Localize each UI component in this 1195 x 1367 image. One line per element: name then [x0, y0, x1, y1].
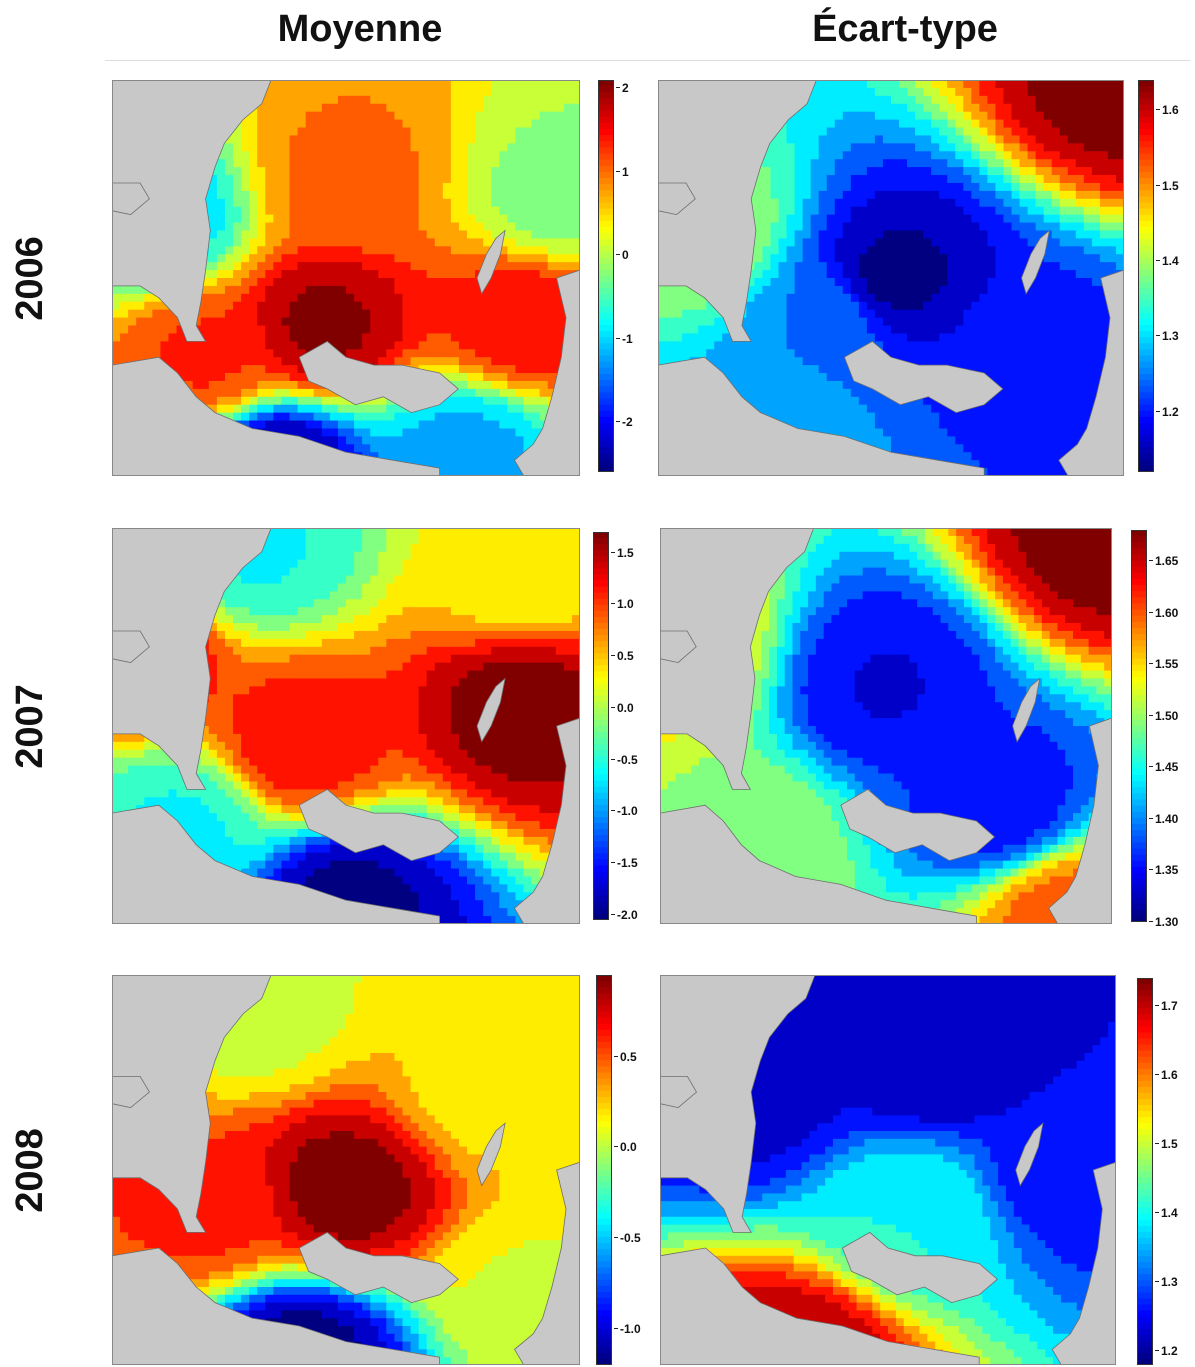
- colorbar-2006-std: 1.6 1.5 1.4 1.3 1.2: [1138, 80, 1179, 472]
- colorbar-tick-label: 1.4: [1156, 253, 1179, 268]
- colorbar-tick-label: -0.5: [611, 752, 638, 767]
- colorbar-gradient: [596, 975, 612, 1365]
- colorbar-tick-label: -1.0: [614, 1321, 641, 1336]
- colorbar-tick-label: 0.5: [611, 649, 634, 664]
- land-mask: [658, 80, 1124, 476]
- colorbar-tick-label: -1: [616, 331, 633, 346]
- colorbar-tick-label: 1.2: [1156, 404, 1179, 419]
- row-label-2007: 2007: [8, 683, 51, 769]
- colorbar-tick-label: 1.3: [1156, 329, 1179, 344]
- colorbar-2006-mean: 2 1 0 -1 -2: [598, 80, 633, 472]
- colorbar-tick-label: 0: [616, 248, 629, 263]
- colorbar-tick-label: 0.5: [614, 1049, 637, 1064]
- colorbar-tick-label: 1.40: [1148, 811, 1179, 826]
- map-panel-2008-mean: [112, 975, 580, 1365]
- colorbar-tick-label: 1.6: [1155, 1067, 1178, 1082]
- colorbar-tick-label: 1.6: [1156, 103, 1179, 118]
- map-panel-2006-mean: [112, 80, 580, 476]
- map-panel-2008-std: [660, 975, 1116, 1365]
- column-title-std: Écart-type: [812, 8, 998, 50]
- colorbar-2008-std: 1.7 1.6 1.5 1.4 1.3 1.2: [1137, 978, 1178, 1365]
- column-title-mean: Moyenne: [277, 8, 443, 50]
- header-divider: [105, 60, 1190, 61]
- heatmap-svg: [660, 528, 1112, 924]
- colorbar-tick-label: 1.65: [1148, 553, 1179, 568]
- colorbar-gradient: [593, 532, 609, 920]
- colorbar-tick-label: 1: [616, 164, 629, 179]
- land-mask: [112, 528, 580, 924]
- map-panel-2007-std: [660, 528, 1112, 924]
- land-mask: [660, 975, 1116, 1365]
- colorbar-tick-label: 1.45: [1148, 760, 1179, 775]
- colorbar-tick-label: 1.60: [1148, 605, 1179, 620]
- colorbar-tick-label: 1.30: [1148, 915, 1179, 929]
- colorbar-gradient: [598, 80, 614, 472]
- land-mask: [660, 528, 1112, 924]
- map-panel-2007-mean: [112, 528, 580, 924]
- colorbar-tick-label: -0.5: [614, 1231, 641, 1246]
- heatmap-svg: [112, 975, 580, 1365]
- colorbar-tick-label: 1.7: [1155, 998, 1178, 1013]
- colorbar-tick-label: 0.0: [614, 1140, 637, 1155]
- colorbar-tick-label: 1.3: [1155, 1275, 1178, 1290]
- colorbar-2007-mean: 1.5 1.0 0.5 0.0 -0.5 -1.0 -1.5 -2.0: [593, 532, 638, 921]
- colorbar-tick-label: 1.5: [611, 545, 634, 560]
- heatmap-svg: [658, 80, 1124, 476]
- colorbar-tick-label: 1.0: [611, 597, 634, 612]
- colorbar-tick-label: 2: [616, 81, 629, 96]
- colorbar-tick-label: 1.55: [1148, 657, 1179, 672]
- colorbar-2007-std: 1.65 1.60 1.55 1.50 1.45 1.40 1.35 1.30: [1131, 530, 1178, 928]
- colorbar-tick-label: 0.0: [611, 700, 634, 715]
- colorbar-tick-label: 1.35: [1148, 863, 1179, 878]
- colorbar-tick-label: 1.5: [1155, 1136, 1178, 1151]
- colorbar-gradient: [1131, 530, 1147, 922]
- colorbar-tick-label: 1.4: [1155, 1205, 1178, 1220]
- land-mask: [112, 80, 580, 476]
- colorbar-tick-label: 1.5: [1156, 178, 1179, 193]
- colorbar-gradient: [1138, 80, 1154, 472]
- colorbar-tick-label: -2: [616, 414, 633, 429]
- land-mask: [112, 975, 580, 1365]
- colorbar-tick-label: 1.50: [1148, 708, 1179, 723]
- colorbar-2008-mean: 0.5 0.0 -0.5 -1.0: [596, 975, 641, 1365]
- heatmap-svg: [112, 528, 580, 924]
- map-panel-2006-std: [658, 80, 1124, 476]
- colorbar-gradient: [1137, 978, 1153, 1365]
- heatmap-svg: [660, 975, 1116, 1365]
- row-label-2008: 2008: [8, 1127, 51, 1213]
- row-label-2006: 2006: [8, 235, 51, 321]
- colorbar-tick-label: 1.2: [1155, 1344, 1178, 1359]
- colorbar-tick-label: -2.0: [611, 907, 638, 922]
- colorbar-tick-label: -1.5: [611, 856, 638, 871]
- heatmap-svg: [112, 80, 580, 476]
- colorbar-tick-label: -1.0: [611, 804, 638, 819]
